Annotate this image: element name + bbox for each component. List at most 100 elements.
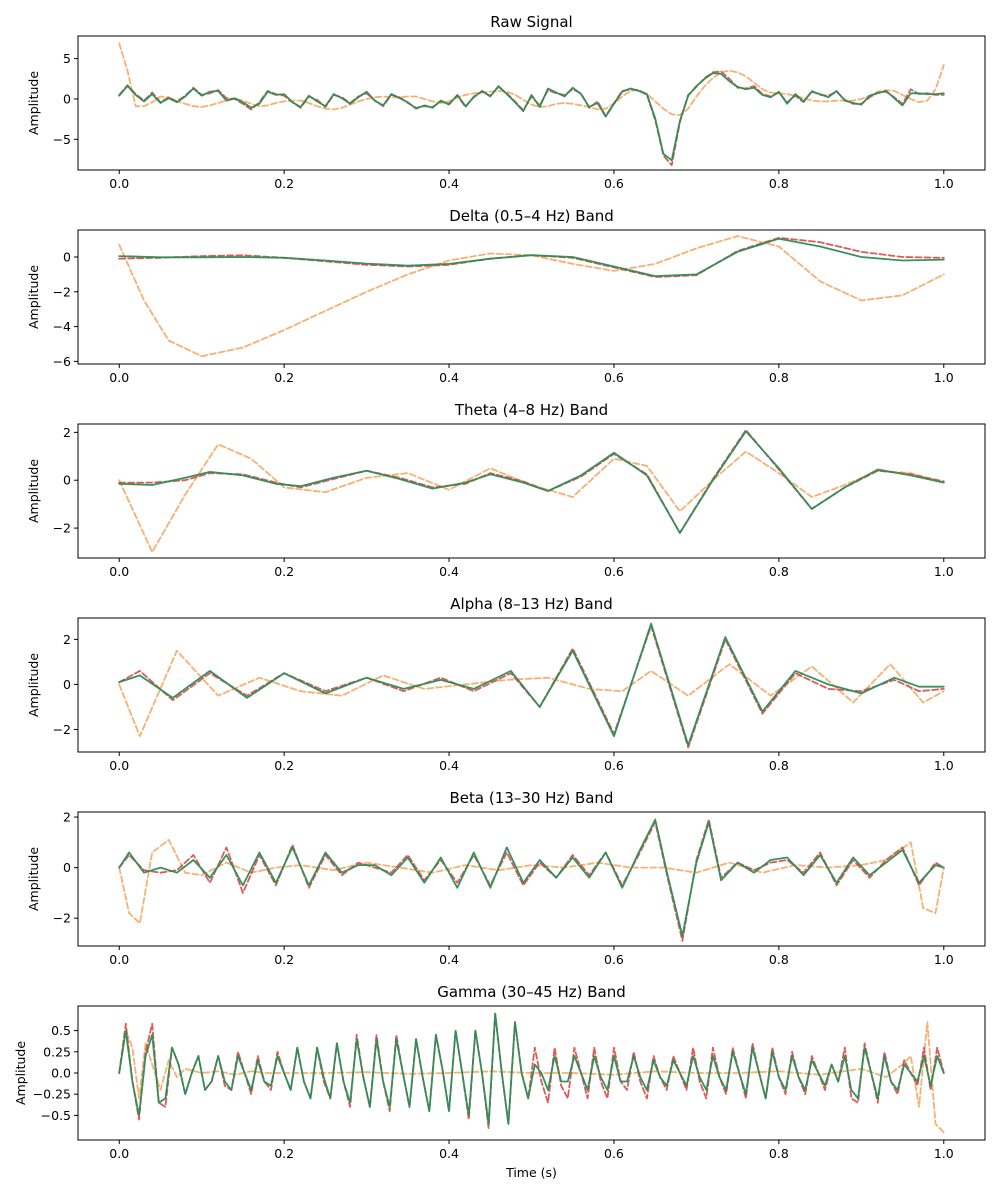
y-axis-label: Amplitude [26, 653, 41, 717]
x-tick-label: 0.0 [109, 952, 129, 967]
series-line-reconstruction [118, 70, 945, 167]
y-tick-label: −6 [53, 354, 71, 369]
plot-area [118, 42, 945, 167]
chart-title: Alpha (8–13 Hz) Band [450, 595, 612, 613]
y-tick-label: −0.25 [33, 1087, 71, 1102]
y-tick-label: −2 [53, 284, 71, 299]
series-line-reconstruction [118, 625, 945, 749]
y-tick-label: 2 [63, 632, 71, 647]
series-line-original [118, 818, 945, 937]
x-tick-label: 0.0 [109, 1146, 129, 1161]
y-tick-label: 0 [63, 91, 71, 106]
series-line-original [118, 1012, 945, 1125]
y-tick-label: 0 [63, 473, 71, 488]
x-tick-label: 0.0 [109, 176, 129, 191]
x-tick-label: 1.0 [934, 564, 954, 579]
y-tick-label: −0.5 [41, 1108, 71, 1123]
x-tick-label: 0.4 [439, 370, 459, 385]
axes-frame [77, 229, 986, 365]
y-tick-label: −2 [53, 521, 71, 536]
axes-frame [77, 617, 986, 753]
x-tick-label: 0.8 [769, 176, 789, 191]
chart-title: Gamma (30–45 Hz) Band [437, 983, 626, 1001]
chart-theta-4-8-hz-band: Theta (4–8 Hz) Band 0.0 0.2 0.4 0.6 0.8 1.0 −2 0… [26, 401, 986, 579]
plot-area [118, 818, 945, 942]
y-tick-label: −2 [53, 722, 71, 737]
chart-raw-signal: Raw Signal 0.0 0.2 0.4 0.6 0.8 1.0 −5 0 5 Amplitud… [26, 13, 986, 191]
x-tick-label: 0.6 [604, 176, 624, 191]
y-tick-label: −2 [53, 911, 71, 926]
y-tick-label: 0.0 [51, 1066, 71, 1081]
y-tick-label: 0.25 [43, 1044, 71, 1059]
x-tick-label: 0.0 [109, 370, 129, 385]
plot-area [118, 235, 945, 358]
y-tick-label: 0 [63, 860, 71, 875]
y-tick-label: 2 [63, 425, 71, 440]
y-axis-label: Amplitude [26, 847, 41, 911]
x-tick-label: 0.6 [604, 952, 624, 967]
chart-title: Delta (0.5–4 Hz) Band [449, 207, 614, 225]
series-line-reconstruction [118, 818, 945, 942]
x-tick-label: 0.8 [769, 564, 789, 579]
x-tick-label: 0.6 [604, 370, 624, 385]
plot-area [118, 429, 945, 553]
chart-gamma-30-45-hz-band: Gamma (30–45 Hz) Band 0.0 0.2 0.4 0.6 0.8 1.0 −… [13, 983, 986, 1180]
chart-title: Beta (13–30 Hz) Band [450, 789, 614, 807]
x-tick-label: 0.8 [769, 952, 789, 967]
x-tick-label: 0.6 [604, 758, 624, 773]
chart-alpha-8-13-hz-band: Alpha (8–13 Hz) Band 0.0 0.2 0.4 0.6 0.8 1.0 −2… [26, 595, 986, 773]
x-tick-label: 0.8 [769, 1146, 789, 1161]
x-tick-label: 0.6 [604, 1146, 624, 1161]
axes-frame [77, 1005, 986, 1141]
chart-title: Raw Signal [490, 13, 572, 31]
y-axis-label: Amplitude [13, 1041, 28, 1105]
y-tick-label: 0.5 [51, 1023, 71, 1038]
x-tick-label: 1.0 [934, 758, 954, 773]
axes-frame [77, 811, 986, 947]
series-line-component [118, 235, 945, 358]
x-tick-label: 0.8 [769, 758, 789, 773]
y-tick-label: 2 [63, 810, 71, 825]
x-tick-label: 0.0 [109, 758, 129, 773]
y-axis-label: Amplitude [26, 265, 41, 329]
x-tick-label: 0.4 [439, 176, 459, 191]
x-tick-label: 0.4 [439, 1146, 459, 1161]
x-tick-label: 0.2 [274, 952, 294, 967]
plot-area [118, 1012, 945, 1134]
x-tick-label: 1.0 [934, 1146, 954, 1161]
y-tick-label: 0 [63, 249, 71, 264]
y-tick-label: 0 [63, 677, 71, 692]
axes-frame [77, 35, 986, 171]
x-tick-label: 0.2 [274, 1146, 294, 1161]
x-tick-label: 0.2 [274, 176, 294, 191]
x-tick-label: 0.2 [274, 758, 294, 773]
x-tick-label: 1.0 [934, 952, 954, 967]
series-line-original [118, 622, 945, 747]
y-axis-label: Amplitude [26, 71, 41, 135]
y-axis-label: Amplitude [26, 459, 41, 523]
x-tick-label: 0.0 [109, 564, 129, 579]
x-tick-label: 0.4 [439, 952, 459, 967]
chart-beta-13-30-hz-band: Beta (13–30 Hz) Band 0.0 0.2 0.4 0.6 0.8 1.0 −2… [26, 789, 986, 967]
x-tick-label: 1.0 [934, 176, 954, 191]
y-tick-label: −5 [53, 132, 71, 147]
x-tick-label: 0.4 [439, 564, 459, 579]
series-line-component [118, 443, 945, 553]
axes-frame [77, 423, 986, 559]
series-line-reconstruction [118, 429, 945, 534]
x-axis-label: Time (s) [505, 1165, 557, 1180]
series-line-component [118, 1021, 945, 1134]
x-tick-label: 0.2 [274, 564, 294, 579]
x-tick-label: 0.8 [769, 370, 789, 385]
series-line-original [118, 237, 945, 278]
x-tick-label: 1.0 [934, 370, 954, 385]
x-tick-label: 0.2 [274, 370, 294, 385]
series-line-original [118, 72, 945, 162]
x-tick-label: 0.4 [439, 758, 459, 773]
y-tick-label: −4 [53, 319, 71, 334]
series-line-component [118, 649, 945, 738]
y-tick-label: 5 [63, 51, 71, 66]
x-tick-label: 0.6 [604, 564, 624, 579]
chart-title: Theta (4–8 Hz) Band [454, 401, 608, 419]
